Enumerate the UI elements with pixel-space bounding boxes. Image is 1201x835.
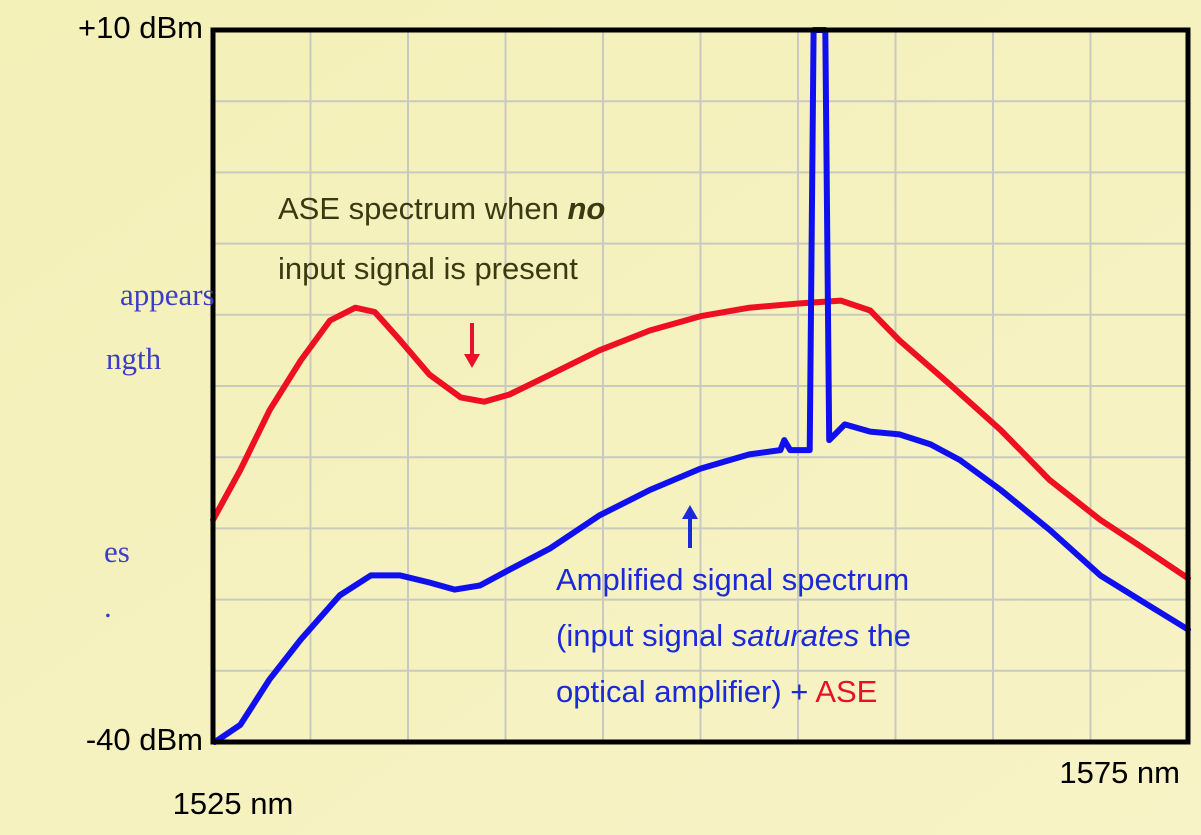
annotation-part: ASE spectrum when — [278, 191, 567, 226]
annotation-part: input signal is present — [278, 251, 578, 286]
plot-frame — [210, 27, 1191, 745]
x-tick-label: 1525 nm — [173, 786, 294, 821]
annotations: ASE spectrum when no input signal is pres… — [278, 191, 911, 709]
annotation-part: optical amplifier) + — [556, 674, 815, 709]
annotation: ASE spectrum when no — [278, 191, 605, 226]
annotation-part: (input signal — [556, 618, 732, 653]
y-tick-label: -40 dBm — [86, 722, 203, 757]
y-tick-label: +10 dBm — [78, 10, 203, 45]
annotation: optical amplifier) + ASE — [556, 674, 877, 709]
side-text: . — [104, 589, 112, 624]
arrow-head — [682, 505, 698, 519]
ticks: +10 dBm -40 dBm 1525 nm 1575 nm — [78, 10, 1180, 821]
annotation: Amplified signal spectrum — [556, 562, 909, 597]
annotation: (input signal saturates the — [556, 618, 911, 653]
side-text: appears — [120, 277, 215, 312]
arrows — [464, 323, 698, 548]
annotation-part: ASE — [815, 674, 877, 709]
spectrum-line — [210, 297, 1191, 582]
annotation-part: no — [567, 191, 605, 226]
annotation-part: the — [859, 618, 911, 653]
series — [210, 27, 1191, 745]
annotation-part: Amplified signal spectrum — [556, 562, 909, 597]
x-tick-label: 1575 nm — [1059, 755, 1180, 790]
arrow-head — [464, 354, 480, 368]
side-text: es — [104, 534, 130, 569]
spectrum-line — [211, 27, 1191, 745]
annotation-part: saturates — [732, 618, 860, 653]
annotation: input signal is present — [278, 251, 578, 286]
side-text: ngth — [106, 341, 162, 376]
